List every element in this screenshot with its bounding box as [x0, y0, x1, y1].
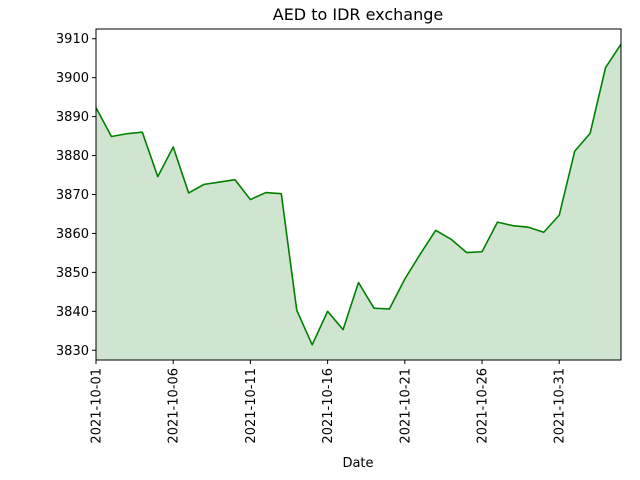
y-tick-label: 3910	[56, 32, 89, 47]
x-tick-label: 2021-10-26	[476, 368, 491, 444]
y-axis: 3830 3840 3850 3860 3870 3880 3890 3900 3910	[56, 32, 96, 359]
x-tick-label: 2021-10-31	[553, 368, 568, 444]
x-tick-label: 2021-10-16	[321, 368, 336, 444]
y-tick-label: 3880	[56, 149, 89, 164]
chart-title: AED to IDR exchange	[273, 5, 443, 24]
area-fill	[96, 44, 621, 360]
y-tick-label: 3860	[56, 227, 89, 242]
x-tick-label: 2021-10-11	[244, 368, 259, 444]
y-tick-label: 3890	[56, 110, 89, 125]
x-tick-label: 2021-10-06	[167, 368, 182, 444]
y-tick-label: 3870	[56, 188, 89, 203]
y-tick-label: 3830	[56, 344, 89, 359]
y-tick-label: 3900	[56, 71, 89, 86]
y-tick-label: 3840	[56, 305, 89, 320]
x-axis: 2021-10-01 2021-10-06 2021-10-11 2021-10-16…	[90, 360, 568, 444]
plot-area	[95, 28, 622, 361]
x-tick-label: 2021-10-01	[90, 368, 105, 444]
x-axis-title: Date	[342, 456, 373, 471]
y-tick-label: 3850	[56, 266, 89, 281]
series-line	[95, 43, 622, 346]
x-tick-label: 2021-10-21	[398, 368, 413, 444]
